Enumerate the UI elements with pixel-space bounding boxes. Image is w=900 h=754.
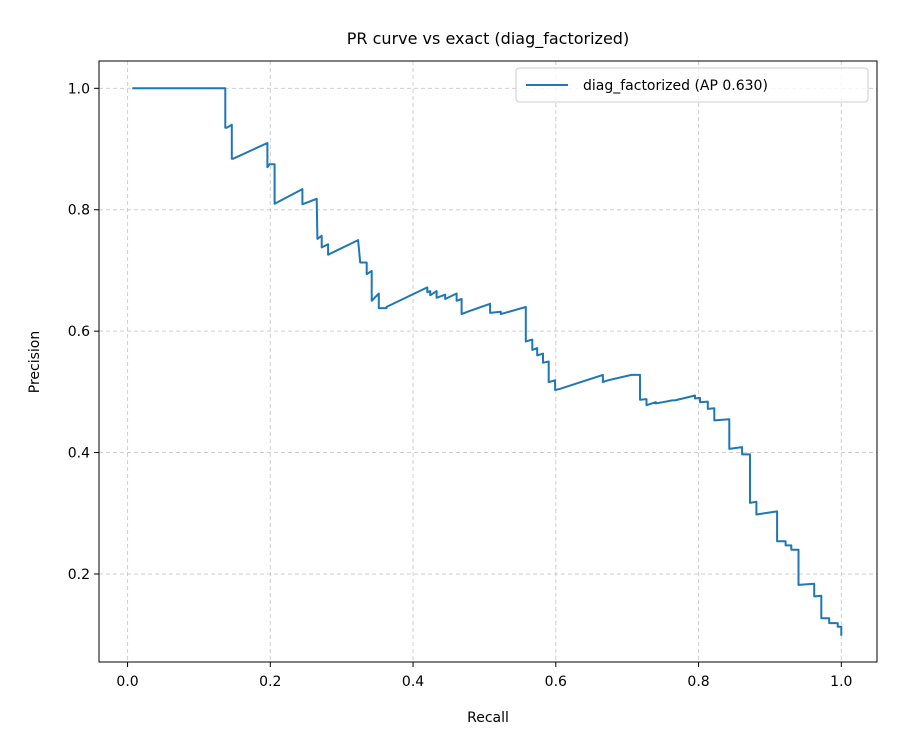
x-tick-label: 0.0 <box>116 674 138 690</box>
y-tick-label: 0.6 <box>68 324 90 340</box>
axis-ticks: 0.0 0.2 0.4 0.6 0.8 1.0 0.2 0.4 0.6 0.8 1.0 <box>68 81 853 690</box>
series-layer <box>132 87 843 636</box>
chart-title: PR curve vs exact (diag_factorized) <box>347 29 629 49</box>
legend: diag_factorized (AP 0.630) <box>515 67 869 103</box>
y-tick-label: 1.0 <box>68 81 90 97</box>
x-tick-label: 0.8 <box>687 674 709 690</box>
series-line-0 <box>132 87 843 636</box>
y-tick-label: 0.8 <box>68 203 90 219</box>
y-axis-label: Precision <box>27 331 43 393</box>
legend-entry-diag-factorized: diag_factorized (AP 0.630) <box>583 78 768 94</box>
y-tick-label: 0.4 <box>68 446 90 462</box>
y-tick-label: 0.2 <box>68 567 90 583</box>
x-tick-label: 0.6 <box>545 674 567 690</box>
legend-box <box>515 67 869 103</box>
axes-frame <box>98 60 878 663</box>
x-axis-label: Recall <box>467 710 509 726</box>
x-tick-label: 0.2 <box>259 674 281 690</box>
grid <box>99 61 877 662</box>
x-tick-label: 1.0 <box>830 674 852 690</box>
x-tick-label: 0.4 <box>402 674 424 690</box>
